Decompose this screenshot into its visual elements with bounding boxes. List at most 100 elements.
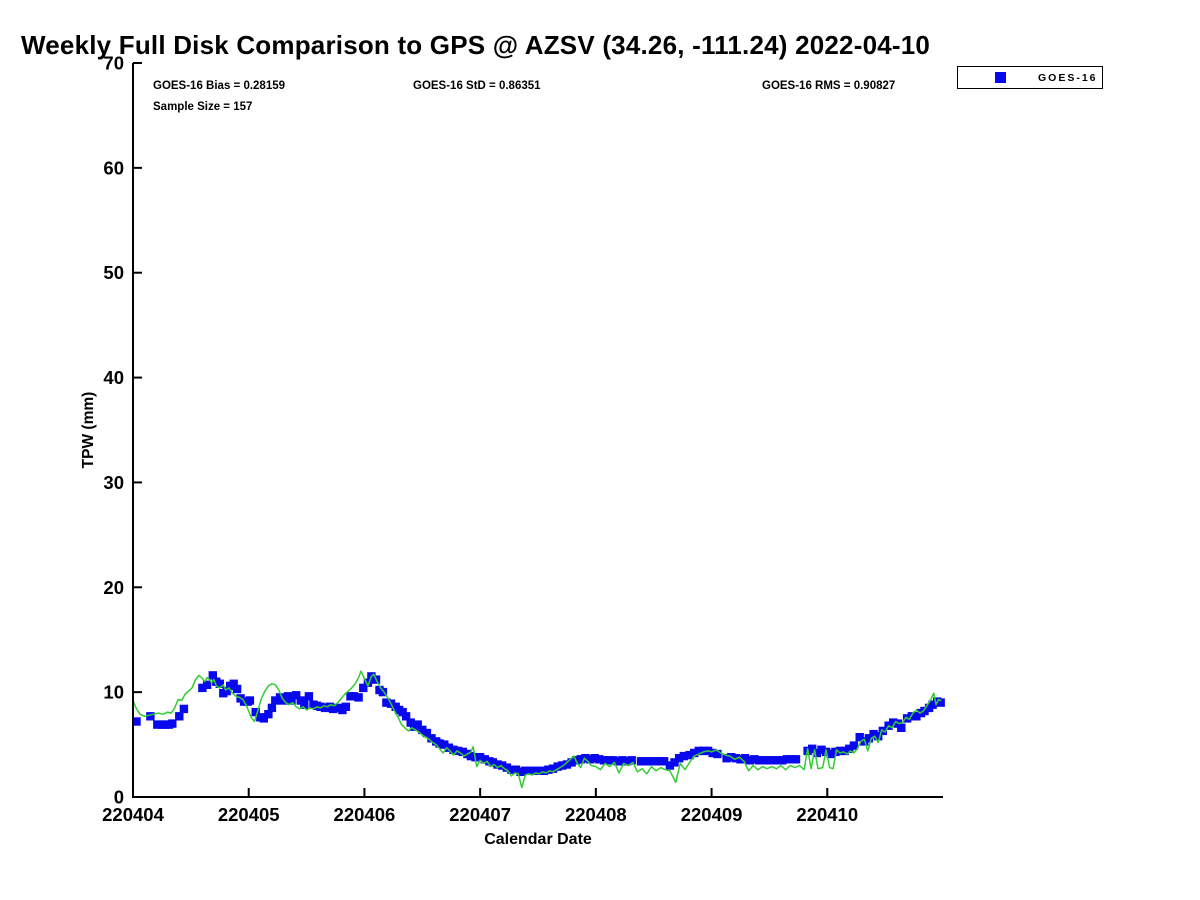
goes16-data-marker xyxy=(300,700,309,709)
goes16-data-marker xyxy=(655,757,664,766)
goes16-data-marker xyxy=(740,754,750,763)
goes16-data-marker xyxy=(595,755,604,764)
goes16-data-marker xyxy=(287,696,296,705)
y-tick-label: 70 xyxy=(103,53,124,74)
goes16-data-marker xyxy=(435,739,444,748)
goes16-data-marker xyxy=(754,756,764,765)
x-axis-label: Calendar Date xyxy=(484,831,592,848)
goes16-data-marker xyxy=(599,756,609,765)
goes16-data-marker xyxy=(132,717,141,726)
goes16-data-marker xyxy=(864,734,874,743)
goes16-data-marker xyxy=(359,683,368,693)
y-tick-label: 10 xyxy=(103,682,124,703)
chart-title: Weekly Full Disk Comparison to GPS @ AZS… xyxy=(21,30,931,60)
goes16-data-marker xyxy=(502,763,511,772)
goes16-data-marker xyxy=(245,696,255,705)
goes16-data-marker xyxy=(750,755,759,764)
goes16-data-marker xyxy=(175,712,184,721)
goes16-data-marker xyxy=(480,755,489,764)
goes16-data-marker xyxy=(920,706,929,716)
goes16-data-marker xyxy=(675,754,684,763)
goes16-square-marker-icon xyxy=(995,72,1006,83)
goes16-data-marker xyxy=(768,756,778,765)
x-tick-label: 220408 xyxy=(565,804,627,825)
goes16-data-marker xyxy=(525,766,535,775)
y-tick-label: 30 xyxy=(103,472,124,493)
goes16-data-marker xyxy=(320,703,330,713)
goes16-data-marker xyxy=(759,756,768,765)
goes16-data-marker xyxy=(229,679,238,688)
goes16-data-marker xyxy=(488,758,498,767)
goes16-data-marker xyxy=(458,747,467,757)
goes16-data-marker xyxy=(475,753,485,762)
goes16-data-marker xyxy=(198,683,207,693)
x-tick-label: 220404 xyxy=(102,804,164,825)
goes16-data-marker xyxy=(333,703,342,713)
goes16-data-marker xyxy=(778,756,787,765)
goes16-data-marker xyxy=(665,761,675,770)
goes16-data-marker xyxy=(782,755,791,764)
x-tick-label: 220407 xyxy=(449,804,511,825)
goes16-data-marker xyxy=(493,760,502,769)
goes16-data-marker xyxy=(817,745,826,754)
goes16-data-marker xyxy=(232,684,242,694)
goes16-data-marker xyxy=(636,757,646,766)
goes16-data-marker xyxy=(708,748,717,758)
goes16-data-marker xyxy=(773,756,782,765)
goes16-data-marker xyxy=(422,728,432,738)
goes16-data-marker xyxy=(627,756,636,765)
goes16-data-marker xyxy=(511,765,521,774)
goes16-data-marker xyxy=(845,744,854,753)
goes16-data-marker xyxy=(168,719,177,728)
goes16-data-marker xyxy=(650,757,660,766)
goes16-data-marker xyxy=(179,704,189,714)
goes16-data-marker xyxy=(264,710,273,719)
goes16-data-marker xyxy=(936,698,945,707)
goes16-data-marker xyxy=(267,703,277,713)
gps-data-line xyxy=(132,670,942,789)
goes16-data-marker xyxy=(585,755,595,764)
goes16-data-marker xyxy=(202,680,212,689)
y-tick-label: 50 xyxy=(103,262,124,283)
goes16-data-marker xyxy=(378,687,388,697)
goes16-data-marker xyxy=(713,749,722,759)
goes16-data-marker xyxy=(544,765,553,774)
goes16-data-marker xyxy=(153,720,162,729)
x-tick-label: 220405 xyxy=(218,804,280,825)
goes16-data-marker xyxy=(849,741,859,750)
goes16-data-marker xyxy=(613,757,622,766)
goes16-data-marker xyxy=(889,718,898,727)
goes16-data-marker xyxy=(745,756,754,765)
stat-std: GOES-16 StD = 0.86351 xyxy=(413,80,541,92)
x-tick-label: 220410 xyxy=(796,804,858,825)
goes16-data-marker xyxy=(840,746,849,756)
y-tick-label: 20 xyxy=(103,577,124,598)
goes16-data-marker xyxy=(363,678,373,687)
goes16-data-marker xyxy=(808,744,817,753)
goes16-data-marker xyxy=(576,755,585,764)
goes16-data-marker xyxy=(912,712,921,721)
goes16-data-marker xyxy=(444,743,454,752)
goes16-data-marker xyxy=(670,758,679,767)
goes16-data-marker xyxy=(764,756,773,765)
goes16-data-marker xyxy=(812,748,822,758)
goes16-data-marker xyxy=(401,712,411,721)
goes16-data-marker xyxy=(413,720,422,729)
y-tick-label: 40 xyxy=(103,367,124,388)
goes16-data-marker xyxy=(341,702,351,711)
legend-box: GOES-16 xyxy=(957,66,1103,89)
stat-sample-size: Sample Size = 157 xyxy=(153,101,253,113)
goes16-data-marker xyxy=(694,746,703,756)
goes16-data-marker xyxy=(316,702,325,711)
goes16-data-marker xyxy=(604,756,613,765)
goes16-data-marker xyxy=(618,756,627,765)
goes16-data-marker xyxy=(208,671,217,680)
goes16-data-marker xyxy=(521,766,530,775)
goes16-data-marker xyxy=(259,714,268,723)
goes16-data-marker xyxy=(466,751,476,761)
goes16-data-marker xyxy=(382,698,391,707)
goes16-data-marker xyxy=(562,760,572,769)
goes16-data-marker xyxy=(699,746,708,756)
goes16-data-marker xyxy=(146,712,155,721)
